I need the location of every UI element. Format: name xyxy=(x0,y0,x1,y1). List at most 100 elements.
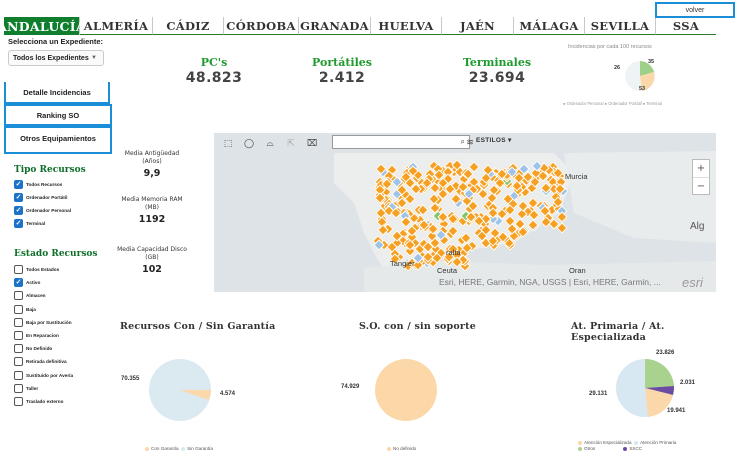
zoom-out-button[interactable]: − xyxy=(693,177,709,194)
estado-checkbox-row[interactable]: En Reparacion xyxy=(14,331,59,340)
tab-malaga[interactable]: MÁLAGA xyxy=(514,17,585,35)
chevron-down-icon: ▼ xyxy=(91,55,97,61)
checkbox[interactable]: ✓ xyxy=(14,193,23,202)
map-toolbar: ⬚ ◯ ⌓ ⇱ ⌧ xyxy=(220,135,325,153)
pointer-icon[interactable]: ⇱ xyxy=(287,139,295,149)
kpi-label: Portátiles xyxy=(312,56,372,69)
checkbox-label: Todos Recursos xyxy=(26,182,63,187)
expediente-select[interactable]: Todos los Expedientes ▼ xyxy=(8,50,104,66)
pie-slice-otros xyxy=(645,358,674,388)
tab-jaen[interactable]: JAÉN xyxy=(442,17,514,35)
kpi-label: PC's xyxy=(200,56,228,69)
incidencias-value: 53 xyxy=(639,86,646,92)
map-search-input[interactable]: ⌕ xyxy=(332,135,470,149)
checkbox[interactable]: ✓ xyxy=(14,206,23,215)
zoom-in-button[interactable]: + xyxy=(696,163,706,174)
tab-andalucia[interactable]: ANDALUCÍA xyxy=(0,17,86,35)
legend-item: Con Garantía xyxy=(151,446,179,451)
checkbox-label: Baja xyxy=(26,306,36,312)
estado-checkbox-row[interactable]: No Definido xyxy=(14,344,53,354)
estado-checkbox-row[interactable]: Taller xyxy=(14,383,39,393)
checkbox[interactable] xyxy=(14,291,23,301)
pie-soporte xyxy=(375,359,437,421)
checkbox[interactable] xyxy=(14,331,23,340)
estado-checkbox-row[interactable]: Retirada definitiva xyxy=(14,357,67,367)
checkbox-label: Ordenador Personal xyxy=(26,208,72,213)
checkbox-label: Traslado externo xyxy=(26,399,64,404)
estilos-dropdown[interactable]: ESTILOS ▾ xyxy=(476,137,512,144)
estado-checkbox-row[interactable]: Baja xyxy=(14,304,36,314)
checkbox[interactable] xyxy=(14,370,23,380)
checkbox[interactable] xyxy=(14,344,23,354)
checkbox[interactable] xyxy=(14,397,23,406)
tipo-checkbox-row[interactable]: ✓ Ordenador Portátil xyxy=(14,193,67,202)
incidencias-title: Incidencias por cada 100 recursos xyxy=(568,44,652,50)
checkbox[interactable] xyxy=(14,357,23,367)
estado-checkbox-row[interactable]: Sustituido por Avería xyxy=(14,370,74,380)
checkbox-label: Sustituido por Avería xyxy=(26,372,74,378)
chart-title-soporte: S.O. con / sin soporte xyxy=(359,321,476,332)
kpi-value: 48.823 xyxy=(185,70,243,86)
estado-checkbox-row[interactable]: Todos Estados xyxy=(14,265,59,274)
volver-button[interactable]: volver xyxy=(655,2,735,18)
otros-equipamientos-button[interactable]: Otros Equipamientos xyxy=(4,126,112,154)
tab-cadiz[interactable]: CÁDIZ xyxy=(153,17,224,35)
chart-value: 74.929 xyxy=(341,384,360,390)
legend-item: Otros xyxy=(584,446,596,451)
chart-value: 29.131 xyxy=(589,391,608,397)
estado-checkbox-row[interactable]: Traslado externo xyxy=(14,397,64,406)
tab-almeria[interactable]: ALMERÍA xyxy=(80,17,153,35)
tipo-checkbox-row[interactable]: ✓ Ordenador Personal xyxy=(14,206,71,215)
checkbox[interactable] xyxy=(14,265,23,274)
tab-granada[interactable]: GRANADA xyxy=(299,17,371,35)
media-unit: (GB) xyxy=(145,253,159,261)
legend-item: Atención Primaria xyxy=(640,440,677,445)
checkbox[interactable] xyxy=(14,304,23,314)
legend-atencion: Atención Especializada Atención Primaria… xyxy=(578,440,676,452)
kpi-portatiles: Portátiles 2.412 xyxy=(302,56,382,86)
kpi-value: 23.694 xyxy=(468,70,526,86)
media-antiguedad: Media Antigüedad (Años) 9,9 xyxy=(112,150,192,179)
lasso-icon[interactable]: ⌓ xyxy=(266,139,274,149)
estado-checkbox-row[interactable]: ✓ Activo xyxy=(14,278,40,288)
chart-title-atencion: At. Primaria / At. Especializada xyxy=(571,321,665,343)
checkbox-label: Ordenador Portátil xyxy=(26,195,68,200)
legend-item: Sin Garantía xyxy=(187,446,213,451)
rectangle-select-icon[interactable]: ⬚ xyxy=(223,139,233,149)
map-place-label: Ceuta xyxy=(437,266,458,275)
search-icon[interactable]: ⌕ xyxy=(460,137,465,146)
map-place-label: ralta xyxy=(446,248,461,257)
tab-ssa[interactable]: SSA xyxy=(656,17,716,35)
checkbox-label: No Definido xyxy=(26,346,53,352)
media-value: 102 xyxy=(142,264,162,275)
zoom-control: + − xyxy=(692,159,710,195)
tab-cordoba[interactable]: CÓRDOBA xyxy=(224,17,299,35)
tab-sevilla[interactable]: SEVILLA xyxy=(585,17,656,35)
tab-huelva[interactable]: HUELVA xyxy=(371,17,442,35)
checkbox-label: Taller xyxy=(26,385,39,391)
estado-checkbox-row[interactable]: Baja por Sustitución xyxy=(14,317,72,327)
checkbox[interactable]: ✓ xyxy=(14,278,23,288)
checkbox[interactable] xyxy=(14,317,23,327)
map-place-label: Alg xyxy=(690,221,705,232)
expediente-select-value: Todos los Expedientes xyxy=(13,54,89,62)
incidencias-value: 35 xyxy=(648,59,655,65)
ranking-so-button[interactable]: Ranking SO xyxy=(4,104,112,126)
checkbox[interactable] xyxy=(14,383,23,393)
estado-checkbox-row[interactable]: Almacen xyxy=(14,291,46,301)
tipo-checkbox-row[interactable]: ✓ Todos Recursos xyxy=(14,180,62,189)
circle-select-icon[interactable]: ◯ xyxy=(243,139,255,149)
checkbox-label: Terminal xyxy=(26,221,46,226)
checkbox[interactable]: ✓ xyxy=(14,219,23,228)
checkbox[interactable]: ✓ xyxy=(14,180,23,189)
map-view[interactable]: ⬚ ◯ ⌓ ⇱ ⌧ ⌕ ≋ ESTILOS ▾ + − Murcia Tangi… xyxy=(214,133,716,292)
kpi-card: PC's 48.823 Portátiles 2.412 Terminales … xyxy=(116,40,716,122)
media-value: 1192 xyxy=(138,214,166,225)
tipo-checkbox-row[interactable]: ✓ Terminal xyxy=(14,219,45,228)
detalle-incidencias-button[interactable]: Detalle Incidencias xyxy=(4,82,110,104)
legend-item: Atención Especializada xyxy=(584,440,632,445)
layers-icon[interactable]: ≋ xyxy=(466,138,474,148)
clear-selection-icon[interactable]: ⌧ xyxy=(306,139,318,149)
legend-item: No definido xyxy=(393,446,417,451)
tipo-recursos-title: Tipo Recursos xyxy=(14,165,86,175)
